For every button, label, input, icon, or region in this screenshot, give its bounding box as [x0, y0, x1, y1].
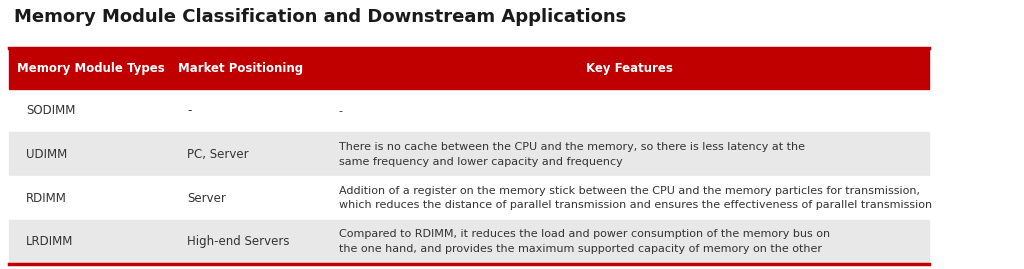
Text: High-end Servers: High-end Servers [187, 235, 290, 248]
Text: Memory Module Types: Memory Module Types [16, 62, 165, 75]
Text: Memory Module Classification and Downstream Applications: Memory Module Classification and Downstr… [14, 8, 627, 26]
Text: UDIMM: UDIMM [27, 148, 68, 161]
Bar [9, 220, 929, 264]
Text: PC, Server: PC, Server [187, 148, 249, 161]
Text: Server: Server [187, 192, 226, 204]
Text: SODIMM: SODIMM [27, 104, 76, 117]
Text: There is no cache between the CPU and the memory, so there is less latency at th: There is no cache between the CPU and th… [339, 142, 805, 167]
Text: Market Positioning: Market Positioning [178, 62, 303, 75]
Text: LRDIMM: LRDIMM [27, 235, 74, 248]
Bar [9, 132, 929, 176]
Text: Compared to RDIMM, it reduces the load and power consumption of the memory bus o: Compared to RDIMM, it reduces the load a… [339, 229, 829, 254]
Text: -: - [339, 106, 343, 116]
Bar [9, 176, 929, 220]
Bar [9, 48, 929, 89]
Text: -: - [187, 104, 191, 117]
Text: Addition of a register on the memory stick between the CPU and the memory partic: Addition of a register on the memory sti… [339, 186, 932, 210]
Bar [9, 89, 929, 132]
Text: Key Features: Key Features [587, 62, 674, 75]
Text: RDIMM: RDIMM [27, 192, 68, 204]
